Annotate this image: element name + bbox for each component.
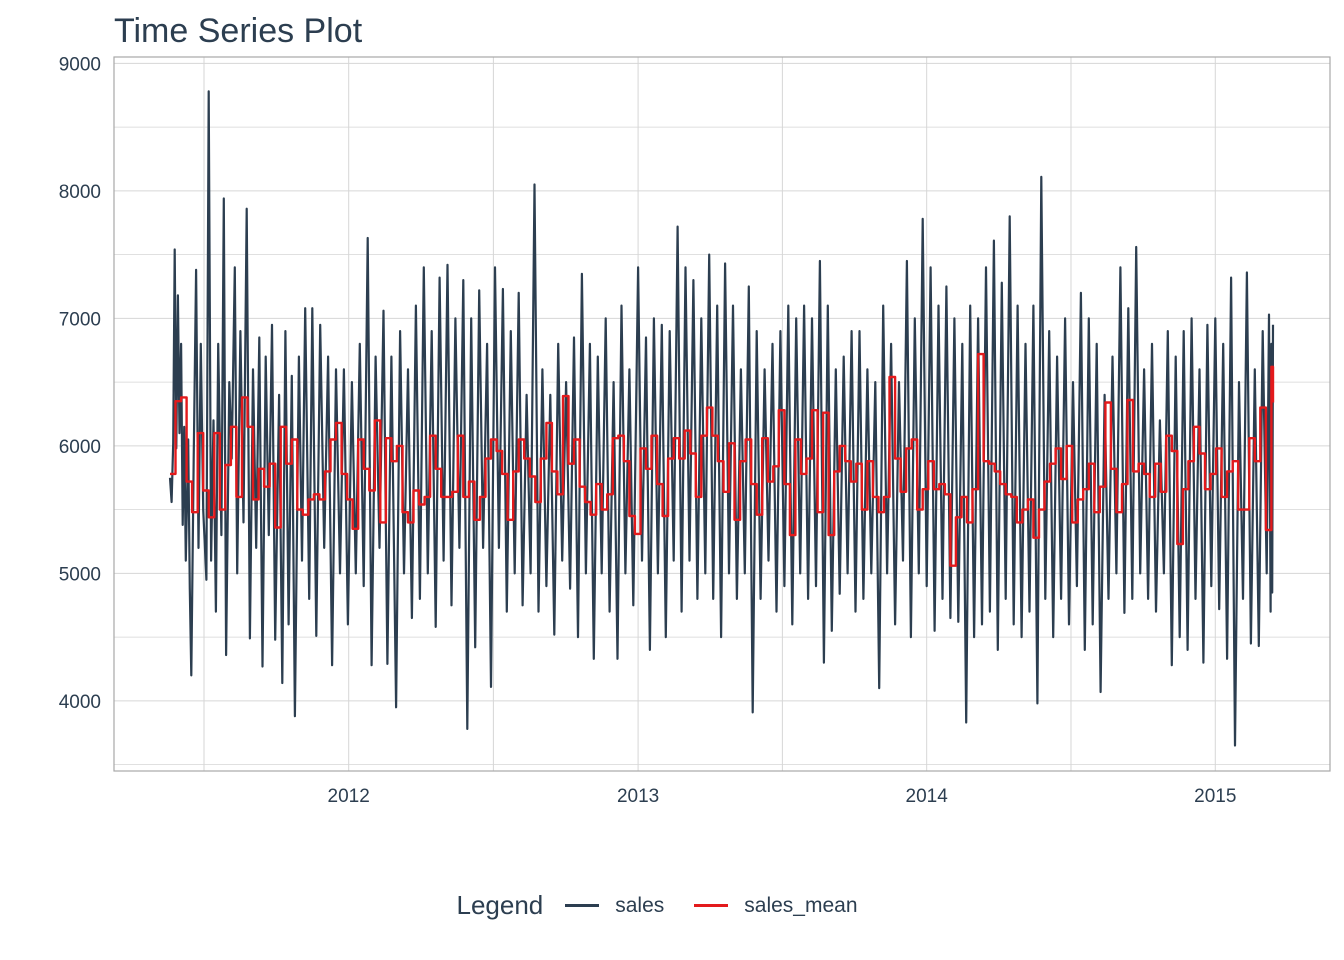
series-sales-mean (170, 352, 1275, 567)
legend-swatch-sales-mean (694, 904, 729, 907)
series-sales (168, 90, 1275, 747)
y-tick-label: 5000 (59, 564, 101, 585)
y-axis: 4000 5000 6000 7000 8000 9000 (59, 54, 101, 713)
series-layer (168, 90, 1275, 747)
legend-label-sales: sales (615, 893, 665, 917)
legend-title: Legend (456, 890, 544, 920)
y-tick-label: 9000 (59, 54, 101, 75)
legend-swatch-sales (565, 904, 600, 907)
legend-label-sales-mean: sales_mean (744, 893, 858, 917)
y-tick-label: 6000 (59, 437, 101, 458)
y-tick-label: 8000 (59, 182, 101, 203)
legend-item-sales: sales (565, 894, 664, 918)
legend: Legend sales sales_mean (0, 890, 1344, 921)
y-tick-label: 4000 (59, 692, 101, 713)
y-tick-label: 7000 (59, 309, 101, 330)
x-tick-label: 2013 (617, 786, 659, 807)
x-tick-label: 2012 (328, 786, 370, 807)
x-tick-label: 2015 (1194, 786, 1236, 807)
legend-item-sales-mean: sales_mean (694, 893, 858, 918)
chart-title: Time Series Plot (114, 12, 363, 50)
x-tick-label: 2014 (906, 786, 949, 807)
x-axis: 2012 2013 2014 2015 (328, 786, 1237, 807)
panel-border (113, 56, 1331, 772)
